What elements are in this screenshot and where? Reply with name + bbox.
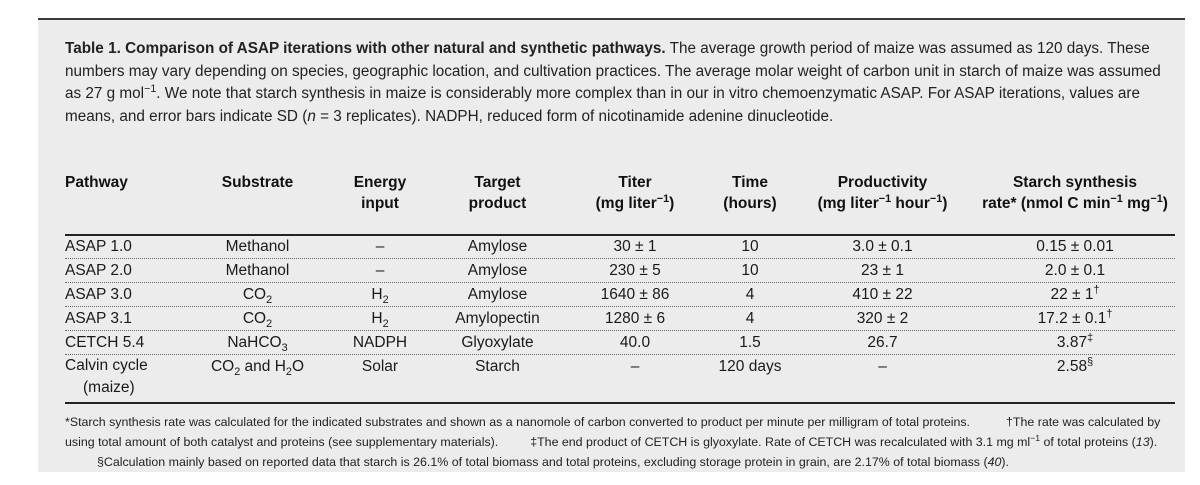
caption-text: The average growth period of maize was a…	[65, 40, 1161, 102]
cell-substrate: CO2 and H2O	[210, 358, 305, 379]
cell-time: 1.5	[739, 334, 761, 351]
cell-productivity: 3.0 ± 0.1	[852, 238, 913, 255]
table-footnote: *Starch synthesis rate was calculated fo…	[65, 412, 1177, 472]
table-row: ASAP 3.1 CO2 H2 Amylopectin 1280 ± 6 4 3…	[65, 307, 1175, 331]
cell-target: Amylose	[467, 262, 528, 279]
header-starch-rate: Starch synthesis rate* (nmol C min−1 mg−1…	[982, 174, 1168, 212]
caption-n: n	[307, 107, 316, 125]
table-row: Calvin cycle (maize) CO2 and H2O Solar St…	[65, 355, 1175, 401]
cell-target: Starch	[475, 358, 520, 375]
cell-rate: 22 ± 1†	[1050, 283, 1100, 303]
header-time: Time (hours)	[723, 174, 777, 212]
cell-energy: –	[375, 262, 385, 279]
cell-pathway: ASAP 3.0	[65, 286, 132, 303]
header-titer: Titer (mg liter−1)	[595, 174, 675, 212]
header-target-product: Target product	[468, 174, 527, 212]
footnote-2: †The rate was calculated by using total …	[65, 415, 1161, 449]
cell-pathway: ASAP 2.0	[65, 262, 132, 279]
header-productivity: Productivity (mg liter−1 hour−1)	[817, 174, 948, 212]
footnote-1: *Starch synthesis rate was calculated fo…	[65, 415, 971, 429]
table-header: Pathway Substrate Energy input Target prod…	[65, 172, 1175, 234]
cell-pathway: Calvin cycle (maize)	[65, 357, 148, 396]
cell-substrate: Methanol	[225, 262, 290, 279]
cell-productivity: 26.7	[867, 334, 898, 351]
cell-titer: –	[630, 358, 640, 375]
cell-energy: H2	[371, 286, 389, 307]
cell-time: 4	[745, 286, 755, 303]
table-row: ASAP 1.0 Methanol – Amylose 30 ± 1 10 3.…	[65, 235, 1175, 259]
cell-titer: 230 ± 5	[609, 262, 661, 279]
cell-titer: 1640 ± 86	[600, 286, 670, 303]
caption-text: . We note that starch synthesis in maize…	[65, 85, 1140, 125]
caption-text: = 3 replicates). NADPH, reduced form of …	[315, 107, 834, 125]
cell-rate: 3.87‡	[1056, 331, 1094, 351]
cell-rate: 2.0 ± 0.1	[1044, 262, 1106, 279]
footnote-4: §Calculation mainly based on reported da…	[97, 455, 1009, 469]
table-panel: Table 1. Comparison of ASAP iterations w…	[38, 18, 1185, 472]
caption-superscript: −1	[144, 82, 157, 95]
cell-target: Glyoxylate	[461, 334, 534, 351]
cell-energy: NADPH	[352, 334, 408, 351]
cell-pathway: ASAP 1.0	[65, 238, 132, 255]
cell-productivity: 410 ± 22	[852, 286, 913, 303]
cell-rate: 17.2 ± 0.1†	[1037, 307, 1113, 327]
table-row: ASAP 3.0 CO2 H2 Amylose 1640 ± 86 4 410 …	[65, 283, 1175, 307]
footnote-3: ‡The end product of CETCH is glyoxylate.…	[530, 432, 1158, 449]
cell-substrate: CO2	[242, 286, 273, 307]
header-energy-input: Energy input	[353, 174, 407, 212]
cell-titer: 1280 ± 6	[604, 310, 666, 327]
cell-substrate: Methanol	[225, 238, 290, 255]
cell-titer: 30 ± 1	[613, 238, 657, 255]
cell-energy: Solar	[361, 358, 399, 375]
cell-titer: 40.0	[619, 334, 651, 351]
cell-energy: H2	[371, 310, 389, 331]
cell-productivity: –	[878, 358, 887, 375]
cell-target: Amylopectin	[455, 310, 540, 327]
table-caption: Table 1. Comparison of ASAP iterations w…	[65, 38, 1175, 128]
cell-target: Amylose	[467, 286, 528, 303]
cell-time: 10	[741, 262, 759, 279]
footer-rule	[65, 402, 1175, 404]
table-row: ASAP 2.0 Methanol – Amylose 230 ± 5 10 2…	[65, 259, 1175, 283]
caption-title: Table 1. Comparison of ASAP iterations w…	[65, 40, 666, 57]
cell-substrate: CO2	[242, 310, 273, 331]
cell-rate: 2.58§	[1056, 355, 1094, 375]
cell-time: 4	[745, 310, 755, 327]
header-pathway: Pathway	[65, 174, 128, 191]
cell-target: Amylose	[467, 238, 528, 255]
cell-rate: 0.15 ± 0.01	[1036, 238, 1114, 255]
header-substrate: Substrate	[221, 174, 294, 191]
cell-pathway: CETCH 5.4	[65, 334, 145, 351]
table-row: CETCH 5.4 NaHCO3 NADPH Glyoxylate 40.0 1…	[65, 331, 1175, 355]
cell-pathway: ASAP 3.1	[65, 310, 132, 327]
header-rule	[65, 234, 1175, 236]
cell-energy: –	[375, 238, 385, 255]
cell-productivity: 320 ± 2	[856, 310, 909, 327]
cell-productivity: 23 ± 1	[861, 262, 904, 279]
cell-time: 10	[741, 238, 759, 255]
cell-substrate: NaHCO3	[227, 334, 288, 355]
cell-time: 120 days	[718, 358, 782, 375]
